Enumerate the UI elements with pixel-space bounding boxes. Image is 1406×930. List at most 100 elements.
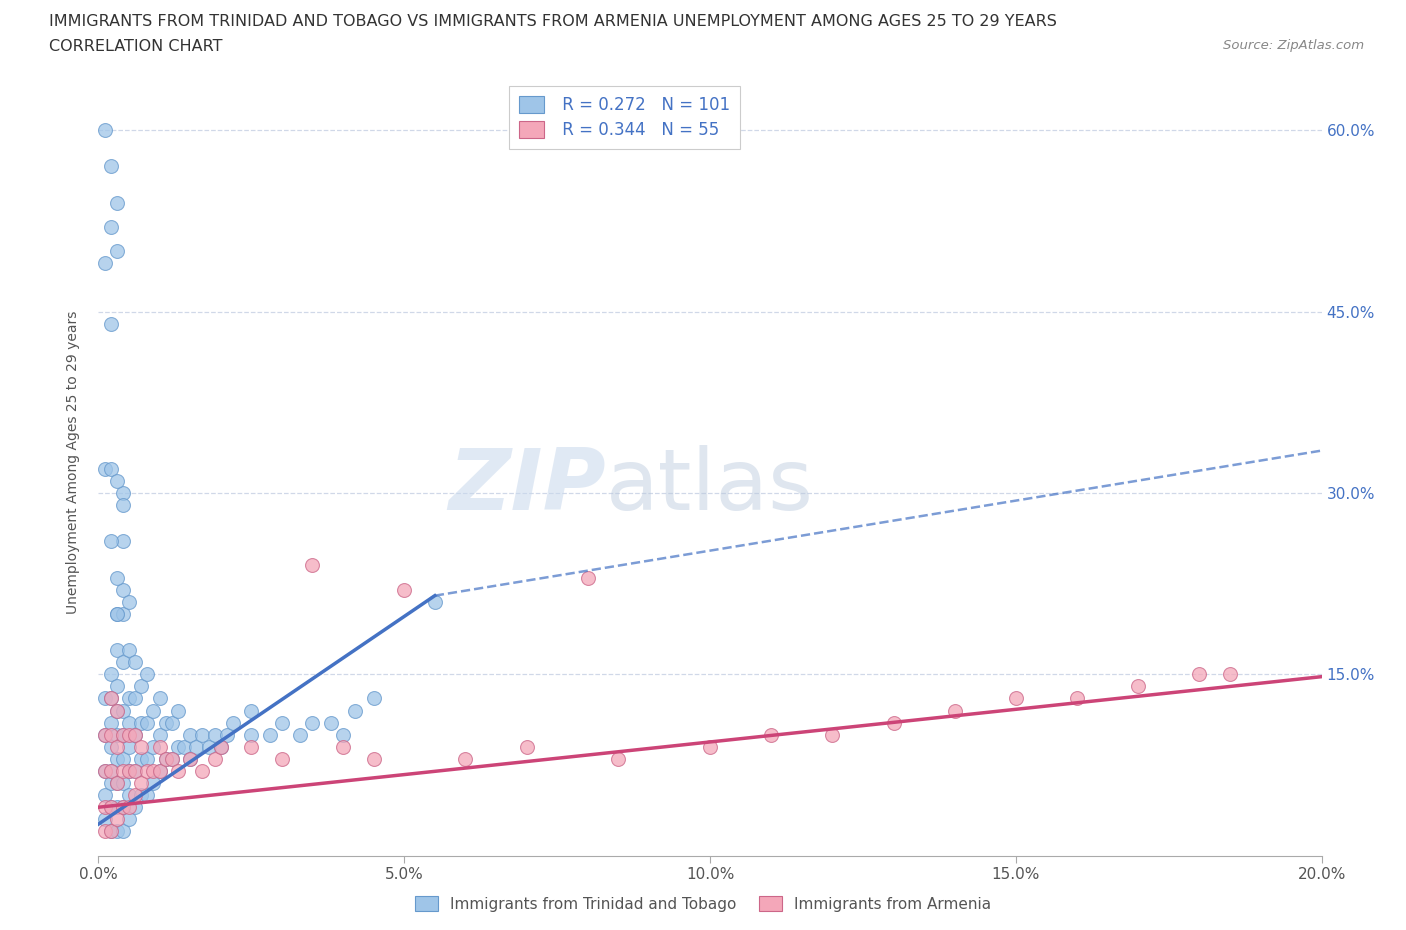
Point [197,739,219,754]
Text: ZIP: ZIP [449,445,606,527]
Point [204,751,226,766]
Point [105,776,128,790]
Point [129,751,152,766]
Point [290,727,312,742]
Point [363,691,385,706]
Point [301,558,323,573]
Point [100,764,122,778]
Point [100,219,122,234]
Point [173,739,195,754]
Point [124,727,146,742]
Point [118,800,141,815]
Point [167,739,190,754]
Point [142,776,165,790]
Point [259,727,281,742]
Point [149,691,172,706]
Point [209,739,232,754]
Point [100,534,122,549]
Text: IMMIGRANTS FROM TRINIDAD AND TOBAGO VS IMMIGRANTS FROM ARMENIA UNEMPLOYMENT AMON: IMMIGRANTS FROM TRINIDAD AND TOBAGO VS I… [49,14,1057,29]
Point [142,764,165,778]
Point [105,776,128,790]
Point [124,655,146,670]
Point [111,727,134,742]
Point [105,812,128,827]
Point [118,812,141,827]
Point [105,703,128,718]
Point [93,461,115,476]
Point [93,123,115,138]
Point [105,800,128,815]
Point [136,715,159,730]
Point [100,800,122,815]
Point [149,764,172,778]
Point [179,751,201,766]
Point [160,751,183,766]
Point [142,739,165,754]
Point [93,800,115,815]
Point [222,715,245,730]
Point [105,606,128,621]
Point [105,679,128,694]
Point [454,751,477,766]
Point [759,727,782,742]
Point [100,159,122,174]
Point [111,485,134,500]
Point [105,703,128,718]
Point [319,715,342,730]
Point [100,800,122,815]
Point [100,739,122,754]
Point [191,764,214,778]
Point [118,764,141,778]
Point [111,606,134,621]
Point [179,751,201,766]
Point [105,739,128,754]
Point [118,727,141,742]
Point [821,727,844,742]
Y-axis label: Unemployment Among Ages 25 to 29 years: Unemployment Among Ages 25 to 29 years [66,311,80,615]
Point [167,703,190,718]
Point [155,751,177,766]
Point [105,195,128,210]
Point [105,751,128,766]
Text: Source: ZipAtlas.com: Source: ZipAtlas.com [1223,39,1364,52]
Point [100,824,122,839]
Point [149,727,172,742]
Point [93,727,115,742]
Point [111,751,134,766]
Point [136,788,159,803]
Point [93,691,115,706]
Point [136,751,159,766]
Point [332,739,354,754]
Point [111,655,134,670]
Point [129,788,152,803]
Point [191,727,214,742]
Point [129,739,152,754]
Point [136,764,159,778]
Point [167,764,190,778]
Point [1219,667,1241,682]
Point [124,764,146,778]
Point [111,800,134,815]
Point [93,824,115,839]
Text: atlas: atlas [606,445,814,527]
Point [332,727,354,742]
Point [105,244,128,259]
Legend: Immigrants from Trinidad and Tobago, Immigrants from Armenia: Immigrants from Trinidad and Tobago, Imm… [409,889,997,918]
Point [111,534,134,549]
Point [118,643,141,658]
Point [129,715,152,730]
Point [215,727,238,742]
Point [105,824,128,839]
Point [124,727,146,742]
Point [240,703,263,718]
Point [111,776,134,790]
Point [100,764,122,778]
Point [155,715,177,730]
Point [118,739,141,754]
Point [344,703,367,718]
Point [607,751,630,766]
Point [699,739,721,754]
Point [100,316,122,331]
Point [129,776,152,790]
Point [576,570,599,585]
